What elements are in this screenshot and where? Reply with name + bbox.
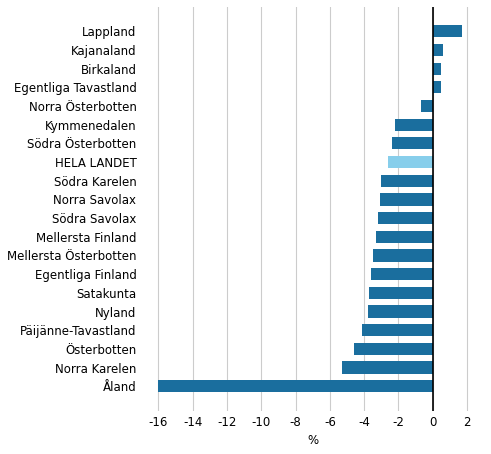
- Bar: [380, 193, 433, 206]
- Bar: [342, 361, 433, 374]
- Bar: [371, 268, 433, 280]
- Bar: [354, 343, 433, 355]
- Bar: [159, 380, 433, 392]
- Bar: [381, 175, 433, 187]
- Bar: [433, 25, 462, 37]
- Bar: [433, 44, 443, 56]
- Bar: [362, 324, 433, 336]
- Bar: [369, 287, 433, 299]
- Bar: [376, 231, 433, 243]
- X-axis label: %: %: [307, 434, 318, 447]
- Bar: [373, 249, 433, 262]
- Bar: [388, 156, 433, 168]
- Bar: [391, 138, 433, 149]
- Bar: [433, 63, 441, 75]
- Bar: [395, 118, 433, 131]
- Bar: [433, 81, 441, 94]
- Bar: [421, 100, 433, 112]
- Bar: [378, 212, 433, 224]
- Bar: [368, 306, 433, 318]
